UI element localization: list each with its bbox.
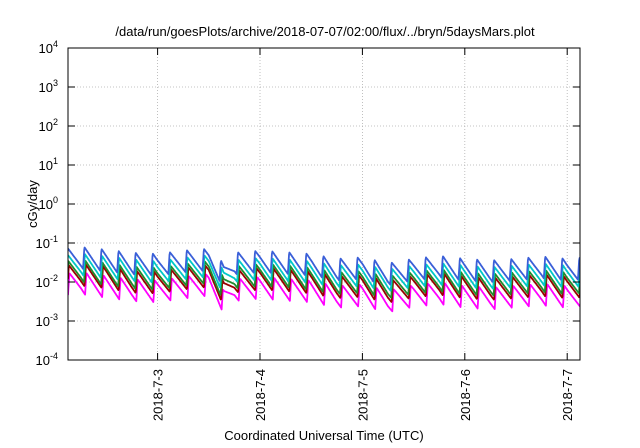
y-tick-label: 100 bbox=[39, 195, 58, 212]
y-tick-label: 101 bbox=[39, 156, 58, 173]
x-tick-label: 2018-7-4 bbox=[253, 369, 268, 421]
data-series bbox=[68, 246, 580, 313]
x-axis-label: Coordinated Universal Time (UTC) bbox=[224, 428, 423, 443]
series-line bbox=[68, 272, 580, 313]
y-tick-label: 103 bbox=[39, 78, 58, 95]
x-tick-label: 2018-7-6 bbox=[458, 369, 473, 421]
y-axis-label: cGy/day bbox=[25, 180, 40, 228]
x-tick-label: 2018-7-7 bbox=[560, 369, 575, 421]
chart-title: /data/run/goesPlots/archive/2018-07-07/0… bbox=[115, 24, 535, 39]
y-tick-label: 10-2 bbox=[36, 273, 58, 290]
y-tick-label: 102 bbox=[39, 117, 58, 134]
series-line bbox=[68, 253, 580, 292]
x-tick-label: 2018-7-3 bbox=[151, 369, 166, 421]
axis-ticks: 10-4 10-3 10-2 10-1 100 101 102 103 104 2018-7-3 2… bbox=[36, 39, 580, 421]
y-tick-label: 10-3 bbox=[36, 312, 58, 329]
y-tick-label: 104 bbox=[39, 39, 58, 56]
x-tick-label: 2018-7-5 bbox=[355, 369, 370, 421]
y-tick-label: 10-1 bbox=[36, 234, 58, 251]
y-tick-label: 10-4 bbox=[36, 351, 58, 368]
series-line bbox=[68, 246, 580, 286]
grid-lines bbox=[68, 48, 580, 360]
